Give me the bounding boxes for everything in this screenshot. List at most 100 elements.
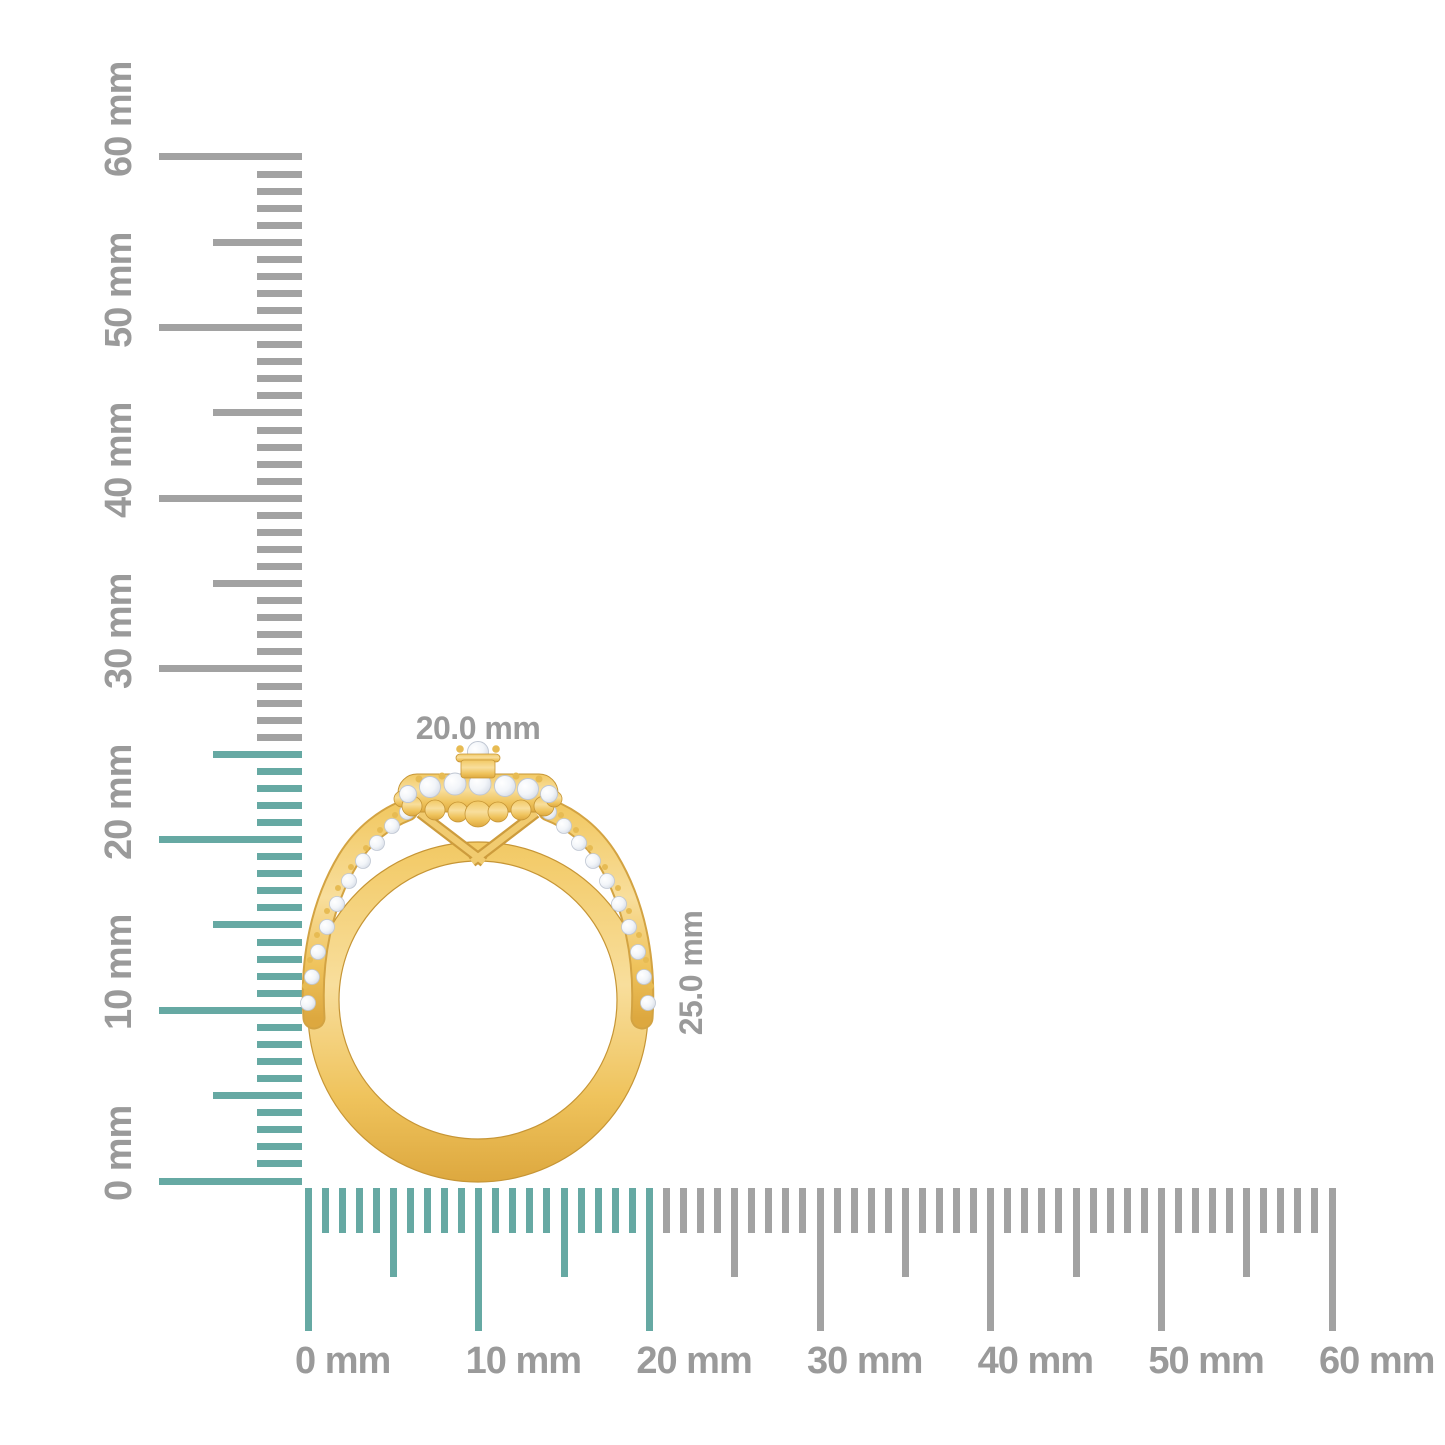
- vertical-ruler-tick: [257, 699, 302, 707]
- vertical-ruler-tick: [257, 358, 302, 366]
- vertical-ruler-tick: [257, 1160, 302, 1168]
- horizontal-ruler-tick: [970, 1188, 978, 1233]
- horizontal-ruler-tick: [1226, 1188, 1234, 1233]
- ring-gallery: [416, 808, 540, 867]
- horizontal-ruler-tick: [935, 1188, 943, 1233]
- vertical-ruler-tick: [257, 972, 302, 980]
- vertical-ruler-tick: [257, 682, 302, 690]
- horizontal-ruler-label: 10 mm: [465, 1340, 582, 1382]
- horizontal-ruler-label: 20 mm: [636, 1340, 752, 1382]
- horizontal-ruler-label: 30 mm: [807, 1340, 923, 1382]
- horizontal-ruler-tick: [867, 1188, 875, 1233]
- vertical-ruler-tick: [159, 153, 302, 161]
- horizontal-ruler-tick: [611, 1188, 619, 1233]
- horizontal-ruler-tick: [1140, 1188, 1148, 1233]
- horizontal-ruler-tick: [748, 1188, 756, 1233]
- horizontal-ruler-tick: [1277, 1188, 1285, 1233]
- vertical-ruler-tick: [257, 1058, 302, 1066]
- horizontal-ruler-tick: [782, 1188, 790, 1233]
- horizontal-ruler-tick: [1174, 1188, 1182, 1233]
- ring-head: [393, 770, 563, 828]
- horizontal-ruler-tick: [441, 1188, 449, 1233]
- horizontal-ruler-tick: [423, 1188, 431, 1233]
- vertical-ruler-tick: [213, 580, 302, 588]
- vertical-ruler-tick: [257, 1023, 302, 1031]
- vertical-ruler-tick: [257, 904, 302, 912]
- vertical-ruler-tick: [257, 955, 302, 963]
- vertical-ruler-tick: [257, 597, 302, 605]
- vertical-ruler-tick: [257, 648, 302, 656]
- horizontal-ruler-tick: [1106, 1188, 1114, 1233]
- horizontal-ruler-tick: [321, 1188, 329, 1233]
- halo-diamonds: [399, 772, 558, 803]
- vertical-ruler-tick: [257, 460, 302, 468]
- horizontal-ruler-tick: [1038, 1188, 1046, 1233]
- vertical-ruler-tick: [257, 1075, 302, 1083]
- vertical-ruler-tick: [257, 255, 302, 263]
- vertical-ruler-tick: [257, 819, 302, 827]
- vertical-ruler-tick: [257, 221, 302, 229]
- vertical-ruler-tick: [159, 836, 302, 844]
- horizontal-ruler-tick: [628, 1188, 636, 1233]
- horizontal-ruler-tick: [901, 1188, 909, 1277]
- vertical-ruler-tick: [257, 1126, 302, 1134]
- horizontal-ruler-tick: [662, 1188, 670, 1233]
- vertical-ruler-tick: [257, 938, 302, 946]
- horizontal-ruler-label: 60 mm: [1319, 1340, 1435, 1382]
- horizontal-ruler-tick: [799, 1188, 807, 1233]
- vertical-ruler-tick: [159, 324, 302, 332]
- vertical-ruler-tick: [257, 443, 302, 451]
- horizontal-ruler-tick: [1191, 1188, 1199, 1233]
- vertical-ruler-tick: [159, 665, 302, 673]
- vertical-ruler-tick: [257, 426, 302, 434]
- horizontal-ruler-tick: [765, 1188, 773, 1233]
- horizontal-ruler-tick: [406, 1188, 414, 1233]
- horizontal-ruler-tick: [1089, 1188, 1097, 1233]
- vertical-ruler-tick: [257, 187, 302, 195]
- horizontal-ruler-tick: [492, 1188, 500, 1233]
- horizontal-ruler-tick: [543, 1188, 551, 1233]
- horizontal-ruler-label: 40 mm: [977, 1340, 1094, 1382]
- vertical-ruler-tick: [257, 307, 302, 315]
- shoulder-prongs: [302, 812, 654, 989]
- vertical-ruler-tick: [257, 853, 302, 861]
- head-scallops: [393, 790, 563, 828]
- vertical-ruler-tick: [257, 170, 302, 178]
- ring-shoulders: [300, 798, 656, 1030]
- horizontal-ruler-tick: [594, 1188, 602, 1233]
- vertical-ruler-tick: [257, 204, 302, 212]
- vertical-ruler-tick: [257, 341, 302, 349]
- vertical-ruler-tick: [257, 528, 302, 536]
- vertical-ruler-tick: [257, 1143, 302, 1151]
- ring-height-dimension-label: 25.0 mm: [673, 910, 709, 1036]
- horizontal-ruler-label: 50 mm: [1148, 1340, 1264, 1382]
- vertical-ruler-tick: [257, 870, 302, 878]
- horizontal-ruler-tick: [1328, 1188, 1336, 1331]
- vertical-ruler-tick: [213, 409, 302, 417]
- horizontal-ruler-tick: [1243, 1188, 1251, 1277]
- vertical-ruler-tick: [257, 784, 302, 792]
- vertical-ruler-tick: [257, 511, 302, 519]
- vertical-ruler-tick: [257, 989, 302, 997]
- horizontal-ruler-tick: [953, 1188, 961, 1233]
- horizontal-ruler-tick: [526, 1188, 534, 1233]
- vertical-ruler-tick: [159, 494, 302, 502]
- vertical-ruler-tick: [257, 733, 302, 741]
- horizontal-ruler-label: 0 mm: [295, 1340, 391, 1382]
- horizontal-ruler-tick: [714, 1188, 722, 1233]
- vertical-ruler-tick: [257, 802, 302, 810]
- vertical-ruler-tick: [257, 1040, 302, 1048]
- vertical-ruler-tick: [257, 477, 302, 485]
- horizontal-ruler-tick: [372, 1188, 380, 1233]
- vertical-ruler-tick: [159, 1006, 302, 1014]
- vertical-ruler-tick: [257, 767, 302, 775]
- vertical-ruler-tick: [257, 392, 302, 400]
- horizontal-ruler-tick: [833, 1188, 841, 1233]
- vertical-ruler-tick: [213, 750, 302, 758]
- vertical-ruler-tick: [257, 887, 302, 895]
- vertical-ruler-tick: [257, 614, 302, 622]
- vertical-ruler-tick: [213, 921, 302, 929]
- horizontal-ruler-tick: [509, 1188, 517, 1233]
- horizontal-ruler-tick: [304, 1188, 312, 1331]
